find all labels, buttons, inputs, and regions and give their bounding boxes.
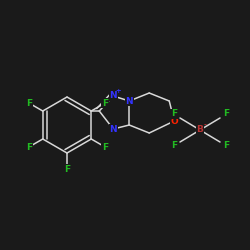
Text: F: F (102, 142, 108, 152)
Text: F: F (171, 142, 177, 150)
Text: N: N (110, 92, 117, 100)
Text: N: N (110, 124, 117, 134)
Text: O: O (170, 116, 178, 126)
Text: F: F (26, 142, 32, 152)
Text: F: F (64, 164, 70, 173)
Text: F: F (223, 110, 229, 118)
Text: B: B (196, 126, 203, 134)
Text: N: N (126, 96, 133, 106)
Text: -: - (204, 122, 206, 128)
Text: F: F (102, 98, 108, 108)
Text: F: F (223, 142, 229, 150)
Text: F: F (26, 98, 32, 108)
Text: F: F (171, 110, 177, 118)
Text: +: + (116, 88, 121, 94)
